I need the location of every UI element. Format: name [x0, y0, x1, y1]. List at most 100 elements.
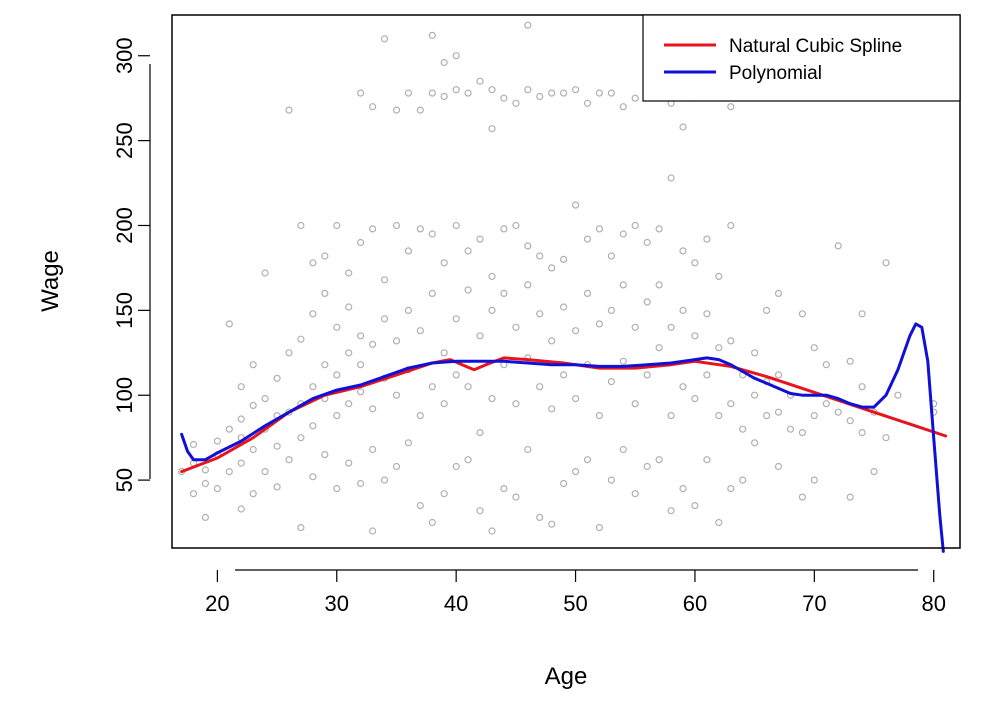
data-point — [548, 337, 556, 345]
data-point — [201, 513, 209, 522]
data-point — [679, 123, 687, 131]
data-point — [500, 485, 508, 493]
data-point — [297, 221, 305, 230]
data-point — [357, 479, 365, 488]
data-point — [571, 395, 580, 403]
data-point — [750, 391, 759, 399]
y-tick-label: 150 — [112, 292, 137, 329]
data-point — [846, 417, 854, 425]
data-point — [416, 225, 424, 233]
data-point — [536, 252, 544, 260]
data-point — [416, 327, 424, 335]
data-point — [739, 476, 747, 484]
data-point — [846, 493, 854, 501]
data-point — [345, 459, 353, 467]
data-point — [774, 371, 783, 379]
data-point — [559, 89, 568, 97]
data-point — [834, 408, 842, 416]
data-point — [727, 400, 735, 408]
data-point — [488, 395, 496, 403]
data-point — [249, 490, 257, 498]
data-point — [333, 485, 341, 493]
data-point — [452, 86, 460, 94]
data-point — [536, 383, 544, 391]
data-point — [691, 259, 699, 267]
data-point — [810, 412, 818, 420]
data-point — [213, 485, 221, 493]
data-point — [333, 221, 341, 230]
data-point — [428, 289, 436, 297]
data-point — [679, 383, 687, 391]
data-point — [631, 490, 639, 498]
data-point — [500, 225, 508, 233]
data-point — [655, 225, 663, 233]
data-point — [404, 89, 412, 97]
x-tick-label: 30 — [325, 591, 349, 616]
data-point — [261, 395, 269, 403]
data-point — [774, 289, 783, 297]
data-point — [380, 476, 389, 484]
data-point — [345, 269, 353, 277]
data-point — [464, 456, 472, 464]
data-point — [882, 259, 890, 267]
data-point — [476, 507, 484, 515]
data-point — [762, 306, 771, 314]
data-point — [452, 315, 460, 323]
data-point — [524, 281, 532, 289]
data-point — [237, 383, 245, 391]
data-point — [631, 221, 639, 230]
data-point — [643, 238, 651, 247]
data-point — [333, 323, 341, 331]
data-point — [237, 505, 245, 513]
data-point — [607, 89, 616, 97]
data-point — [583, 235, 592, 243]
data-point — [500, 289, 508, 297]
data-point — [392, 337, 401, 345]
plot-frame — [171, 14, 961, 549]
data-point — [786, 425, 795, 433]
data-point — [619, 357, 627, 365]
y-tick-label: 200 — [112, 207, 137, 244]
data-point — [703, 371, 711, 379]
x-tick-label: 20 — [205, 591, 229, 616]
data-point — [225, 425, 233, 433]
data-point — [285, 106, 293, 114]
data-point — [571, 201, 580, 209]
data-point — [571, 468, 580, 476]
data-point — [607, 378, 616, 386]
data-point — [392, 106, 401, 114]
data-point — [380, 276, 389, 284]
data-point — [655, 281, 663, 289]
data-point — [571, 86, 580, 94]
data-point — [619, 230, 627, 238]
data-point — [536, 310, 544, 318]
data-point — [667, 323, 675, 331]
data-point — [285, 349, 293, 357]
data-point — [345, 349, 353, 357]
data-point — [309, 422, 317, 430]
data-point — [369, 405, 377, 413]
data-point — [428, 383, 436, 391]
data-point — [297, 523, 305, 532]
data-point — [333, 371, 341, 379]
x-tick-label: 50 — [563, 591, 587, 616]
data-point — [273, 483, 281, 491]
data-point — [189, 490, 198, 498]
x-axis: 20 30 40 50 60 70 80 — [205, 569, 946, 616]
data-point — [440, 259, 448, 267]
data-point — [357, 388, 365, 396]
data-point — [464, 89, 472, 97]
data-point — [774, 408, 783, 416]
data-point — [715, 412, 723, 420]
data-point — [201, 466, 209, 474]
data-point — [416, 412, 424, 420]
data-point — [703, 235, 711, 243]
data-point — [488, 527, 496, 535]
data-point — [416, 106, 424, 114]
data-point — [691, 502, 699, 510]
data-point — [846, 357, 854, 365]
data-point — [559, 303, 568, 311]
data-point — [679, 306, 687, 314]
data-point — [643, 371, 651, 379]
